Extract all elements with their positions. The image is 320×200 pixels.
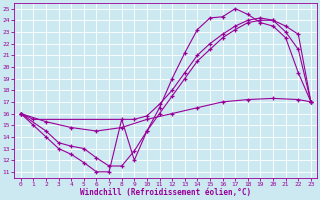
- X-axis label: Windchill (Refroidissement éolien,°C): Windchill (Refroidissement éolien,°C): [80, 188, 252, 197]
